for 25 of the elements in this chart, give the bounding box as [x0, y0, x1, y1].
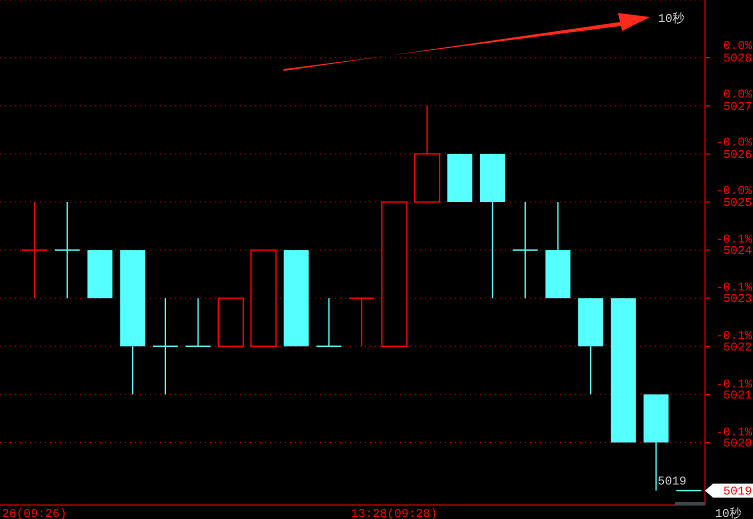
y2-tick-label: -0.1%: [716, 280, 753, 295]
candlestick: [54, 201, 80, 299]
y-tick-label: 5026: [723, 148, 752, 162]
y-tick-label: 5023: [723, 292, 752, 306]
y-tick-label: 5027: [723, 100, 752, 114]
text: 10秒: [715, 507, 742, 519]
annotation: 10秒: [658, 12, 684, 26]
y2-tick-label: 0.0%: [723, 38, 753, 53]
candlestick: [349, 297, 374, 347]
y-tick-label: 5028: [723, 52, 752, 66]
candlestick: [186, 298, 211, 347]
y2-tick-label: -0.0%: [716, 136, 753, 150]
y2-tick-label: -0.1%: [716, 232, 753, 246]
candlestick: [22, 201, 47, 299]
candlestick: [152, 298, 178, 396]
annotation: 5019: [658, 474, 686, 489]
candlestick: [316, 298, 342, 347]
y2-tick-label: -0.1%: [716, 328, 753, 343]
y-tick-label: 5025: [723, 196, 752, 210]
candlestick: [512, 201, 538, 299]
y2-tick-label: -0.0%: [716, 184, 753, 198]
y-tick-label: 5024: [723, 244, 752, 258]
y-tick-label: 5022: [723, 340, 752, 354]
text: 5019: [723, 484, 752, 499]
y2-tick-label: 0.0%: [723, 87, 753, 102]
